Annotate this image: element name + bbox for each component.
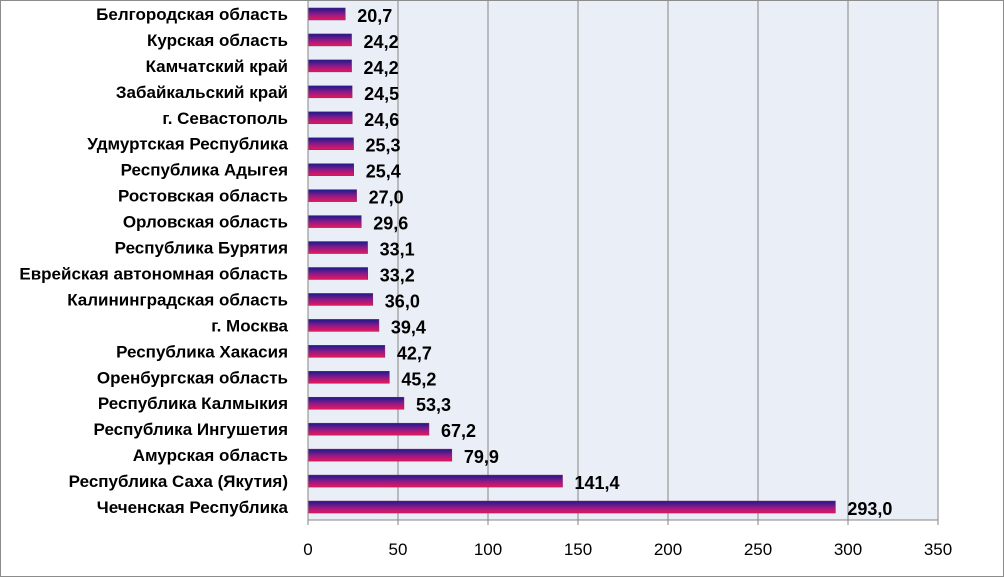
bar [307,293,374,306]
category-label: Оренбургская область [97,368,288,387]
category-label: Калининградская область [67,290,288,309]
category-label: Республика Хакасия [116,342,288,361]
value-label: 24,5 [364,84,399,104]
bar [307,319,380,332]
x-tick-label: 250 [744,540,772,559]
value-label: 293,0 [847,499,892,519]
x-tick-label: 0 [303,540,312,559]
bars [307,7,836,514]
value-label: 33,1 [380,240,415,260]
bar [307,422,430,436]
category-label: Республика Ингушетия [94,420,288,439]
category-label: Республика Калмыкия [98,394,288,413]
bar [307,396,405,410]
category-label: Республика Бурятия [115,239,288,258]
x-tick-label: 350 [924,540,952,559]
x-axis-tick-labels: 0 50 100 150 200 250 300 350 [303,520,952,559]
category-label: г. Севастополь [162,109,288,128]
bar [307,85,353,99]
category-label: Республика Саха (Якутия) [69,472,288,491]
value-label: 25,4 [366,162,401,182]
category-label: г. Москва [211,316,288,335]
x-tick-label: 50 [389,540,408,559]
category-label: Ростовская область [118,187,288,206]
value-label: 33,2 [380,265,415,285]
bar [307,448,453,462]
category-label: Камчатский край [146,57,288,76]
x-tick-label: 150 [564,540,592,559]
bar [307,345,386,358]
category-label: Чеченская Республика [97,498,289,517]
bar [307,189,357,202]
x-tick-label: 100 [474,540,502,559]
bar [307,137,354,150]
value-label: 25,3 [366,136,401,156]
bar [307,111,353,125]
category-label: Еврейская автономная область [19,264,288,283]
plot-area [308,1,938,520]
value-label: 42,7 [397,343,432,363]
value-label: 24,6 [364,110,399,130]
bar [307,7,346,21]
x-tick-label: 200 [654,540,682,559]
value-label: 29,6 [373,214,408,234]
value-label: 24,2 [364,32,399,52]
value-label: 45,2 [401,369,436,389]
value-label: 53,3 [416,395,451,415]
category-label: Белгородская область [96,5,288,24]
category-label: Республика Адыгея [121,161,288,180]
x-tick-label: 300 [834,540,862,559]
bar [307,371,390,384]
value-label: 67,2 [441,421,476,441]
value-label: 79,9 [464,447,499,467]
value-label: 141,4 [575,473,620,493]
value-label: 20,7 [357,6,392,26]
bar [307,500,836,514]
bar [307,215,362,228]
category-label: Забайкальский край [116,83,288,102]
bar [307,59,352,73]
category-label: Курская область [147,31,288,50]
category-label: Амурская область [133,446,288,465]
gridlines [397,1,939,520]
bar [307,267,369,280]
category-labels: Белгородская область Курская область Камча… [19,5,288,517]
bar [307,241,368,254]
value-labels: 20,7 24,2 24,2 24,5 24,6 25,3 25,4 27,0 29,6 33,1… [357,6,892,519]
bar [307,33,352,47]
value-label: 36,0 [385,291,420,311]
category-label: Орловская область [123,213,288,232]
bar [307,163,354,176]
value-label: 39,4 [391,317,426,337]
category-label: Удмуртская Республика [87,135,288,154]
bar [307,474,563,488]
value-label: 27,0 [369,188,404,208]
value-label: 24,2 [364,58,399,78]
